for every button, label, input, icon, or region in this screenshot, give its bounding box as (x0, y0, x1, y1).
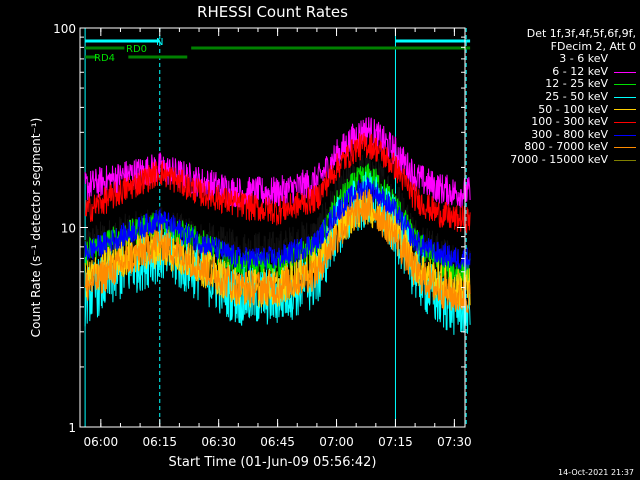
legend-item: 100 - 300 keV (482, 116, 636, 129)
x-tick-label-0: 06:00 (84, 435, 119, 449)
y-tick-label-2: 100 (53, 22, 76, 36)
legend-header-line-2: FDecim 2, Att 0 (550, 39, 636, 53)
legend-label: 6 - 12 keV (552, 64, 608, 78)
series-6 (84, 177, 471, 271)
legend-item: 800 - 7000 keV (482, 141, 636, 154)
y-tick-label-0: 1 (68, 421, 76, 435)
x-tick-label-5: 07:15 (378, 435, 413, 449)
legend-item: 3 - 6 keV (482, 53, 636, 66)
legend-label: 300 - 800 keV (531, 127, 608, 141)
legend-swatch (614, 96, 636, 98)
legend-swatch (614, 134, 636, 136)
legend-label: 25 - 50 keV (545, 89, 608, 103)
legend-swatch (614, 159, 636, 161)
flag-label-rd0: RD0 (126, 44, 147, 55)
legend-label: 100 - 300 keV (531, 115, 608, 129)
x-tick-label-2: 06:30 (201, 435, 236, 449)
x-axis-label: Start Time (01-Jun-09 05:56:42) (169, 455, 377, 470)
x-tick-label-3: 06:45 (260, 435, 295, 449)
legend-label: 50 - 100 keV (538, 102, 608, 116)
legend: Det 1f,3f,4f,5f,6f,9f, FDecim 2, Att 0 3… (482, 27, 636, 167)
legend-item: 12 - 25 keV (482, 78, 636, 91)
legend-item: 7000 - 15000 keV (482, 152, 636, 167)
x-tick-label-6: 07:30 (437, 435, 472, 449)
legend-item: 25 - 50 keV (482, 89, 636, 104)
legend-label: 7000 - 15000 keV (510, 152, 608, 166)
series-5 (84, 132, 471, 234)
flag-label-n: N (156, 37, 163, 48)
chart-title: RHESSI Count Rates (197, 3, 348, 21)
legend-item: 300 - 800 keV (482, 127, 636, 142)
legend-swatch (614, 58, 636, 60)
legend-label: 800 - 7000 keV (524, 140, 608, 154)
flag-label-rd4: RD4 (94, 53, 115, 64)
timestamp: 14-Oct-2021 21:37 (558, 468, 634, 477)
legend-swatch (614, 147, 636, 149)
legend-label: 12 - 25 keV (545, 77, 608, 91)
legend-swatch (614, 109, 636, 111)
y-axis-label: Count Rate (s⁻¹ detector segment⁻¹) (29, 118, 43, 338)
y-tick-label-1: 10 (61, 222, 76, 236)
legend-swatch (614, 84, 636, 86)
series-7 (84, 188, 471, 314)
legend-swatch (614, 121, 636, 123)
legend-header-line-1: Det 1f,3f,4f,5f,6f,9f, (526, 27, 636, 40)
legend-item: 6 - 12 keV (482, 64, 636, 79)
x-tick-label-1: 06:15 (142, 435, 177, 449)
legend-item: 50 - 100 keV (482, 102, 636, 117)
legend-swatch (614, 71, 636, 73)
legend-label: 3 - 6 keV (559, 52, 608, 66)
x-tick-label-4: 07:00 (319, 435, 354, 449)
